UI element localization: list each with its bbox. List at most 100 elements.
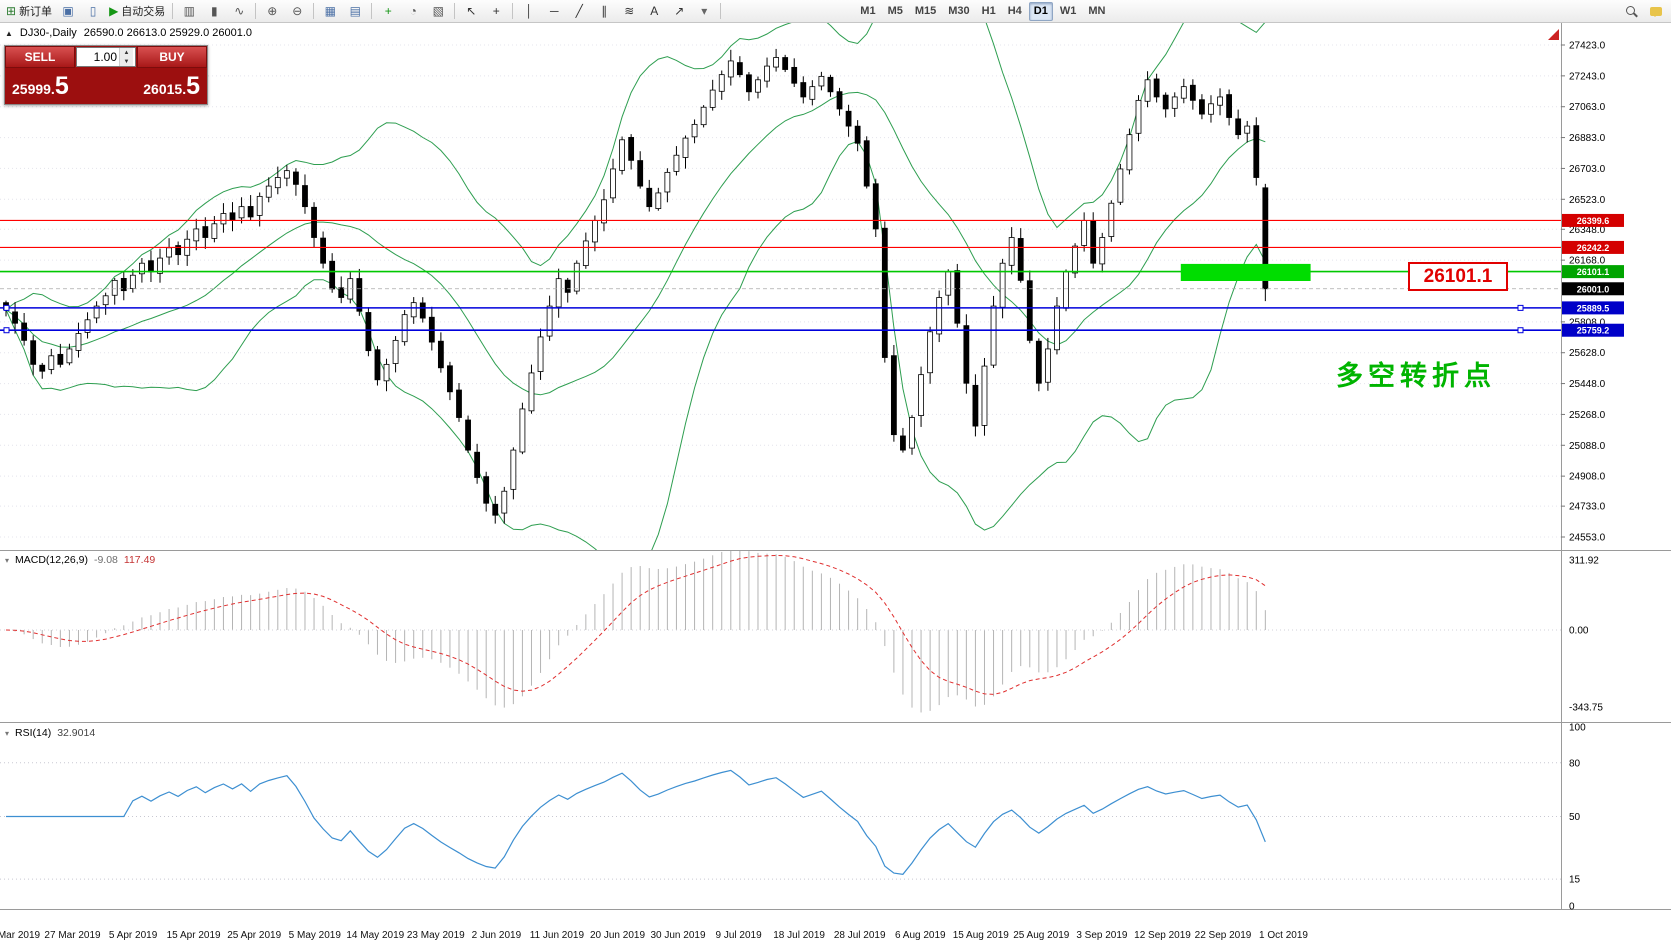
candle-body <box>764 65 770 82</box>
candle-body <box>1008 237 1015 266</box>
candle-chart-icon[interactable]: ▮ <box>202 1 226 21</box>
candle-body <box>555 278 562 308</box>
candle-body <box>1162 94 1169 110</box>
cursor-icon[interactable]: ↖ <box>459 1 483 21</box>
timeframe-m30[interactable]: M30 <box>948 5 970 17</box>
date-label: 1 Oct 2019 <box>1259 930 1308 941</box>
candle-body <box>256 195 263 216</box>
price-callout-box[interactable]: 26101.1 <box>1408 262 1508 291</box>
search-icon[interactable] <box>1619 1 1643 21</box>
support-line-2-handle[interactable] <box>1517 327 1524 334</box>
candle-body <box>392 339 399 364</box>
candle-body <box>265 185 272 198</box>
support-line-2-handle[interactable] <box>3 327 10 334</box>
text-tool-icon[interactable]: A <box>642 1 666 21</box>
timeframe-w1[interactable]: W1 <box>1059 5 1077 17</box>
scroll-end-marker[interactable] <box>1548 29 1559 40</box>
candle-body <box>863 140 870 187</box>
candle-body <box>619 139 625 171</box>
candle-body <box>374 349 381 381</box>
timeframe-m5[interactable]: M5 <box>887 5 903 17</box>
candle-body <box>419 302 426 319</box>
candle-body <box>1171 96 1178 109</box>
shapes-dropdown-icon[interactable]: ▾ <box>692 1 716 21</box>
candle-body <box>854 125 861 144</box>
timeframe-m15[interactable]: M15 <box>914 5 937 17</box>
toolbar-separator <box>512 3 514 19</box>
trendline-icon[interactable]: ╱ <box>567 1 591 21</box>
shapes-icon[interactable]: ↗ <box>667 1 691 21</box>
resistance-line-2-tag <box>1562 240 1624 254</box>
toolbar-separator <box>313 3 315 19</box>
chart-ohlc-values: 26590.0 26613.0 25929.0 26001.0 <box>83 27 252 39</box>
crosshair-icon[interactable]: + <box>484 1 508 21</box>
profiles-icon[interactable]: ▯ <box>81 1 105 21</box>
volume-up-button[interactable]: ▲ <box>120 48 133 57</box>
candle-body <box>1262 187 1269 290</box>
chart-area: 27423.0 27243.0 27063.0 26883.0 26703.0 26523… <box>0 23 1671 950</box>
candle-body <box>709 89 716 108</box>
templates-icon[interactable]: ▧ <box>426 1 450 21</box>
tile-windows-icon[interactable]: ▦ <box>318 1 342 21</box>
support-line-1-handle[interactable] <box>3 304 10 311</box>
support-line-1-handle[interactable] <box>1517 304 1524 311</box>
support-line-2-tag-label: 25759.2 <box>1577 326 1610 336</box>
volume-input[interactable] <box>77 48 119 66</box>
candle-body <box>483 476 490 504</box>
line-chart-icon[interactable]: ∿ <box>227 1 251 21</box>
candle-body <box>1153 78 1160 98</box>
rsi-pane[interactable] <box>0 762 1561 880</box>
candle-body <box>981 365 988 426</box>
timeframe-d1[interactable]: D1 <box>1028 1 1053 21</box>
channel-icon[interactable]: ∥ <box>592 1 616 21</box>
chart-canvas[interactable]: 27423.0 27243.0 27063.0 26883.0 26703.0 26523… <box>0 23 1671 950</box>
timeframe-mn[interactable]: MN <box>1088 5 1106 17</box>
arrange-windows-icon[interactable]: ▤ <box>343 1 367 21</box>
channel-icon-glyph: ∥ <box>601 4 608 18</box>
candle-body <box>900 435 906 451</box>
timeframe-h1[interactable]: H1 <box>981 5 996 17</box>
macd-pane[interactable] <box>0 549 1561 713</box>
candle-body <box>501 490 508 514</box>
vertical-line-icon[interactable]: │ <box>517 1 541 21</box>
timeframe-m1[interactable]: M1 <box>860 5 876 17</box>
zoom-in-icon[interactable]: ⊕ <box>260 1 284 21</box>
price-tick-label: 24908.0 <box>1569 472 1606 483</box>
candle-body <box>1017 238 1024 281</box>
cursor-icon-glyph: ↖ <box>466 4 477 18</box>
timeframe-h4[interactable]: H4 <box>1007 5 1022 17</box>
help-chat-icon[interactable] <box>1644 1 1668 21</box>
date-label: 27 Mar 2019 <box>44 930 101 941</box>
macd-title: MACD(12,26,9) <box>15 554 88 566</box>
price-tick-label: 26703.0 <box>1569 164 1606 175</box>
green-zone-rect[interactable] <box>1180 263 1311 281</box>
candle-body <box>918 374 924 416</box>
main-price-pane[interactable] <box>0 23 1561 577</box>
candle-body <box>755 79 761 93</box>
horizontal-line-icon[interactable]: ─ <box>542 1 566 21</box>
candle-body <box>646 187 653 208</box>
rsi-axis-label: 50 <box>1569 812 1581 823</box>
autotrading-button[interactable]: ▶ 自动交易 <box>106 1 168 21</box>
macd-indicator-label: ▾ MACD(12,26,9) -9.08 117.49 <box>5 554 155 566</box>
candle-body <box>818 75 825 87</box>
candle-body <box>782 57 789 70</box>
bar-chart-icon[interactable]: ▥ <box>177 1 201 21</box>
price-tick-label: 25268.0 <box>1569 410 1606 421</box>
bar-chart-icon-glyph: ▥ <box>183 4 195 18</box>
periods-icon[interactable]: ◔ <box>401 1 425 21</box>
candle-body <box>628 137 635 161</box>
price-tick-label: 27063.0 <box>1569 102 1606 113</box>
volume-down-button[interactable]: ▼ <box>120 57 133 66</box>
candle-body <box>120 278 127 292</box>
fibonacci-icon[interactable]: ≋ <box>617 1 641 21</box>
macd-value-main: -9.08 <box>93 554 118 566</box>
new-order-button[interactable]: ⊞ 新订单 <box>3 1 55 21</box>
indicators-icon[interactable]: + <box>376 1 400 21</box>
buy-button[interactable]: BUY <box>137 46 207 68</box>
candle-body <box>1208 103 1214 115</box>
zoom-out-icon[interactable]: ⊖ <box>285 1 309 21</box>
sell-button[interactable]: SELL <box>5 46 75 68</box>
chart-window-icon[interactable]: ▣ <box>56 1 80 21</box>
candle-body <box>220 213 227 225</box>
